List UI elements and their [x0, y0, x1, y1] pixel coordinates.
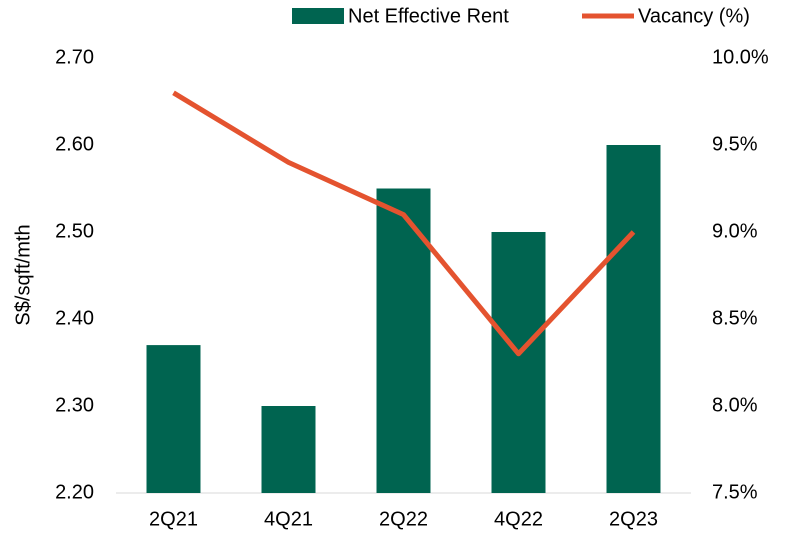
x-tick-label: 4Q21: [264, 508, 313, 530]
bar: [146, 345, 201, 493]
x-tick-label: 2Q23: [609, 508, 658, 530]
y2-tick-label: 9.0%: [712, 220, 758, 242]
legend-swatch: [292, 8, 344, 24]
bar: [606, 145, 661, 493]
y2-tick-label: 7.5%: [712, 481, 758, 503]
x-tick-label: 4Q22: [494, 508, 543, 530]
y2-tick-label: 8.0%: [712, 394, 758, 416]
bar: [491, 232, 546, 493]
x-tick-label: 2Q22: [379, 508, 428, 530]
y2-tick-label: 10.0%: [712, 46, 769, 68]
y-axis-label: S$/sqft/mth: [12, 224, 34, 325]
y-tick-label: 2.70: [55, 46, 94, 68]
y-tick-label: 2.60: [55, 133, 94, 155]
y-tick-label: 2.30: [55, 394, 94, 416]
y2-tick-label: 9.5%: [712, 133, 758, 155]
y-tick-label: 2.20: [55, 481, 94, 503]
y-tick-label: 2.40: [55, 307, 94, 329]
legend-label: Vacancy (%): [638, 5, 750, 27]
legend-label: Net Effective Rent: [348, 5, 509, 27]
bar: [261, 406, 316, 493]
y-tick-label: 2.50: [55, 220, 94, 242]
line: [172, 90, 636, 357]
x-tick-label: 2Q21: [149, 508, 198, 530]
y2-tick-label: 8.5%: [712, 307, 758, 329]
